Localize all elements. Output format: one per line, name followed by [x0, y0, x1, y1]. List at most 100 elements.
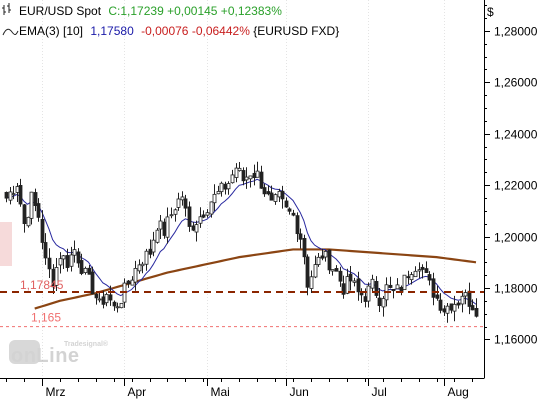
candle [413, 266, 418, 278]
watermark-small-text: Tradesignal® [64, 340, 109, 348]
candle [431, 272, 436, 306]
candle [40, 210, 45, 250]
candle [22, 203, 27, 233]
candle [352, 277, 357, 287]
candle [219, 181, 224, 197]
candle [377, 287, 382, 313]
y-tick-label: 1,22000 [494, 179, 538, 193]
candle [187, 201, 192, 232]
candle [194, 220, 199, 242]
candle [4, 191, 9, 203]
y-tick-label: 1,28000 [494, 25, 538, 39]
candle [388, 276, 393, 289]
candle [183, 194, 188, 217]
candle [255, 161, 260, 178]
y-tick-label: 1,18000 [494, 282, 538, 296]
candle [330, 269, 335, 276]
candle [226, 181, 231, 195]
candle [65, 248, 70, 272]
candle [381, 296, 386, 317]
y-tick-label: 1,26000 [494, 76, 538, 90]
x-tick-label: Mai [211, 385, 230, 399]
candle [305, 254, 310, 296]
candle [427, 271, 432, 286]
x-tick-label: Apr [128, 385, 147, 399]
candle [262, 183, 267, 197]
candle [198, 207, 203, 228]
candle [463, 289, 468, 305]
candle [273, 193, 278, 205]
candle [309, 270, 314, 293]
candle [47, 248, 52, 278]
candle [338, 266, 343, 287]
candle [165, 207, 170, 244]
instrument-legend: EUR/USD Spot C:1,17239 +0,00145 +0,12383… [19, 4, 282, 18]
candle [108, 285, 113, 306]
candle [104, 292, 109, 307]
candle [402, 274, 407, 291]
ema-symbol: {EURUSD FXD} [253, 24, 339, 38]
candle [11, 185, 16, 200]
candle [438, 293, 443, 314]
ema-long-line [34, 248, 477, 310]
candle [302, 234, 307, 265]
candle [313, 255, 318, 279]
candle [90, 266, 95, 295]
candle [435, 285, 440, 301]
candle [180, 191, 185, 206]
y-tick-label: 1,24000 [494, 128, 538, 142]
watermark-badge [9, 340, 40, 364]
candle [54, 258, 59, 291]
candle [316, 253, 321, 267]
ema-change: -0,00076 -0,06442% [141, 24, 253, 38]
candle [79, 253, 84, 276]
x-tick-label: Aug [448, 385, 469, 399]
candle [395, 278, 400, 290]
candle [76, 248, 81, 268]
level-upper-label: 1,17845 [20, 278, 64, 292]
candle [474, 298, 479, 318]
currency-label: $ [487, 5, 494, 19]
close-label: C:1,17239 +0,00145 +0,12383% [108, 4, 282, 18]
candle [341, 275, 346, 299]
candle [29, 191, 34, 225]
candle [356, 271, 361, 301]
candle [230, 169, 235, 184]
ema-long-path [34, 248, 477, 310]
candle [244, 167, 249, 189]
candle [140, 261, 145, 274]
candle [209, 201, 214, 218]
candle [137, 259, 142, 274]
candle [130, 276, 135, 286]
y-tick-label: 1,16000 [494, 333, 538, 347]
ema-legend: EMA(3) [10] 1,17580 -0,00076 -0,06442% {… [19, 24, 339, 38]
candle [291, 209, 296, 217]
candle [115, 302, 120, 313]
x-tick-label: Mrz [46, 385, 66, 399]
x-tick-label: Jun [290, 385, 309, 399]
candle [69, 246, 74, 272]
candle [366, 282, 371, 308]
candle [370, 274, 375, 293]
candle [327, 249, 332, 274]
candle [173, 208, 178, 222]
ohlc-legend-icon [2, 3, 11, 15]
candle [83, 266, 88, 275]
candle [151, 231, 156, 257]
candle [280, 185, 285, 209]
candle [295, 212, 300, 243]
x-axis-ticks: Mrz Apr Mai Jun Jul Aug [6, 378, 473, 399]
candle [348, 265, 353, 291]
candle [205, 209, 210, 218]
candle [33, 188, 38, 212]
candle [126, 279, 131, 288]
candle [237, 161, 242, 172]
candle [169, 207, 174, 219]
candle [201, 210, 206, 219]
candle [470, 299, 475, 311]
candle [97, 291, 102, 303]
candle [417, 262, 422, 279]
header-legend: EUR/USD Spot C:1,17239 +0,00145 +0,12383… [2, 3, 339, 38]
candle [248, 175, 253, 188]
